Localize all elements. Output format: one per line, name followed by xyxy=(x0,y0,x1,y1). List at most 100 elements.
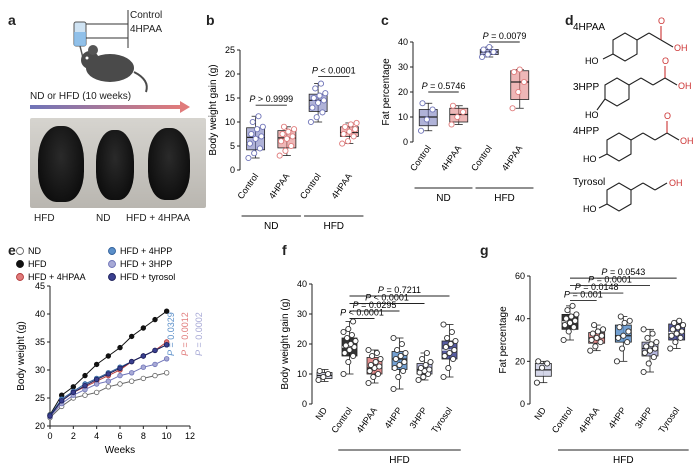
data-point xyxy=(401,358,408,366)
atom-o-4hpp: O xyxy=(664,111,671,121)
data-point xyxy=(372,358,379,366)
series-point xyxy=(152,316,158,323)
data-point xyxy=(255,113,262,120)
data-point xyxy=(653,339,660,346)
data-point xyxy=(316,367,323,375)
data-point xyxy=(283,135,290,142)
data-point xyxy=(370,373,377,381)
data-point xyxy=(429,106,436,113)
data-point xyxy=(641,349,648,356)
data-point xyxy=(678,328,685,335)
series-point xyxy=(117,365,123,372)
data-point xyxy=(376,363,383,370)
data-point xyxy=(572,317,579,324)
data-point xyxy=(448,328,455,336)
data-point xyxy=(367,361,374,369)
data-point xyxy=(486,43,493,51)
data-point xyxy=(516,66,523,73)
stat-label: P = 0.0079 xyxy=(483,31,527,41)
x-tick-label: 0 xyxy=(47,431,52,441)
photo-label-hfd-4hpaa: HFD + 4HPAA xyxy=(126,213,190,224)
y-tick-label: 30 xyxy=(297,309,307,319)
data-point xyxy=(479,53,486,61)
data-point xyxy=(278,138,285,145)
compound-3hpp-name: 3HPP xyxy=(573,82,599,93)
series-point xyxy=(58,398,65,404)
data-point xyxy=(440,373,447,381)
series-point xyxy=(163,308,170,314)
data-point xyxy=(254,126,261,133)
data-point xyxy=(673,330,680,337)
data-point xyxy=(419,355,426,363)
data-point xyxy=(640,326,647,333)
data-point xyxy=(668,332,675,339)
data-point xyxy=(320,373,327,381)
diet-gradient-arrow xyxy=(30,105,180,109)
series-point xyxy=(82,392,88,398)
data-point xyxy=(568,313,575,320)
data-point xyxy=(346,346,353,354)
y-tick-label: 0 xyxy=(403,137,408,147)
p-value-annotation: P = 0.0329 xyxy=(166,312,176,356)
category-label: 4HPAA xyxy=(354,405,379,434)
data-point xyxy=(594,328,601,335)
panel-g: g 0 20 40 60 Fat percentage ND Control 4HPAA 4HP… xyxy=(470,236,700,466)
data-point xyxy=(451,346,458,354)
series-point xyxy=(82,382,88,389)
data-point xyxy=(340,328,347,336)
data-point xyxy=(397,352,404,360)
series-point xyxy=(128,333,135,340)
data-point xyxy=(375,370,382,378)
data-point xyxy=(312,85,319,92)
series-point xyxy=(163,356,170,362)
data-point xyxy=(570,324,577,331)
data-point xyxy=(345,358,352,366)
mouse-drinking-illustration xyxy=(73,10,148,93)
mouse-photo xyxy=(30,118,206,208)
data-point xyxy=(445,364,452,372)
hfd-4hpaa-mouse xyxy=(148,128,190,200)
legend-marker xyxy=(108,247,116,255)
panel-a-label: a xyxy=(8,12,16,28)
data-point xyxy=(644,334,651,341)
data-point xyxy=(427,358,434,366)
data-point xyxy=(615,334,622,341)
x-axis-label: Weeks xyxy=(105,445,135,456)
data-point xyxy=(446,349,453,357)
data-point xyxy=(289,133,296,140)
category-label: Control xyxy=(329,405,354,435)
data-point xyxy=(671,319,678,326)
data-point xyxy=(484,51,491,58)
y-tick-label: 5 xyxy=(230,141,235,151)
series-point xyxy=(117,344,123,351)
nd-mouse xyxy=(96,130,134,200)
data-point xyxy=(342,123,349,130)
data-point xyxy=(398,340,405,348)
data-point xyxy=(460,108,467,116)
panel-g-label: g xyxy=(480,242,489,258)
stat-label: P = 0.0543 xyxy=(601,267,645,277)
data-point xyxy=(394,346,401,354)
atom-oh-4hpaa: OH xyxy=(674,43,688,53)
series-point xyxy=(163,370,170,376)
legend-marker xyxy=(16,273,24,281)
data-point xyxy=(566,319,574,326)
series-point xyxy=(152,347,158,354)
data-point xyxy=(563,315,570,322)
stat-label: P < 0.0001 xyxy=(312,65,356,75)
data-point xyxy=(448,121,455,128)
category-label: 4HPAA xyxy=(267,171,292,200)
data-point xyxy=(341,349,348,357)
legend-marker xyxy=(108,273,116,281)
data-point xyxy=(564,307,571,314)
y-tick-label: 20 xyxy=(225,69,235,79)
category-label: Control xyxy=(550,405,575,435)
data-point xyxy=(366,367,373,375)
group-label: HFD xyxy=(613,455,634,466)
x-tick-label: 8 xyxy=(141,431,146,441)
data-point xyxy=(279,130,286,138)
data-point xyxy=(282,147,289,154)
category-label: Control xyxy=(408,143,433,173)
data-point xyxy=(515,88,522,96)
